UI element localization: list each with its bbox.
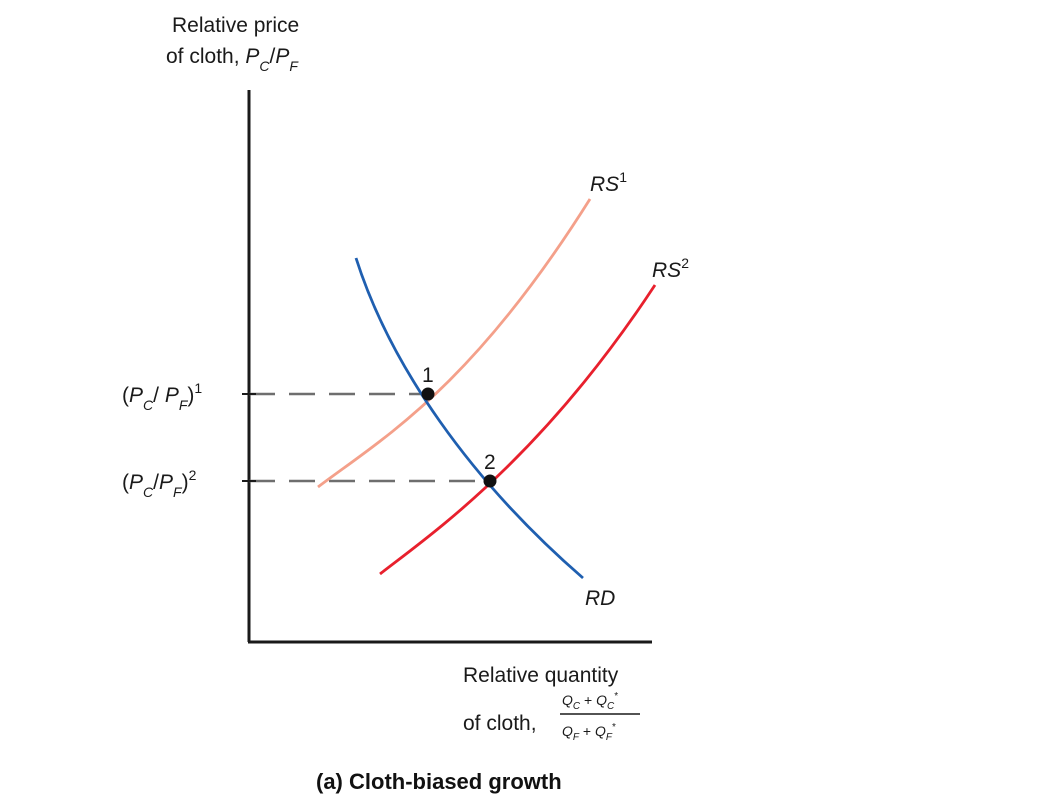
equilibrium-point-1-label: 1 <box>422 364 434 387</box>
relative-quantity-fraction: QC + QC* QF + QF* <box>560 691 640 743</box>
equilibrium-point-1 <box>421 387 435 401</box>
fraction-numerator: QC + QC* <box>562 691 618 712</box>
figure-caption: (a) Cloth-biased growth <box>316 769 562 794</box>
x-axis-label-line2: of cloth, <box>463 712 537 735</box>
rs2-curve <box>379 284 657 576</box>
rs1-curve <box>317 198 592 489</box>
price-level-2-label: (PC/PF)2 <box>122 467 197 500</box>
equilibrium-point-2-label: 2 <box>484 451 496 474</box>
equilibrium-point-2 <box>483 474 497 488</box>
x-axis-label-line1: Relative quantity <box>463 664 619 687</box>
price-level-1-label: (PC/ PF)1 <box>122 380 202 413</box>
y-axis-label-line1: Relative price <box>172 14 299 37</box>
fraction-denominator: QF + QF* <box>562 722 616 743</box>
rd-curve <box>354 257 584 580</box>
rd-label: RD <box>585 587 615 610</box>
rs2-label: RS2 <box>652 255 689 282</box>
y-axis-label-line2: of cloth, PC/PF <box>166 45 299 74</box>
rs1-label: RS1 <box>590 169 627 196</box>
